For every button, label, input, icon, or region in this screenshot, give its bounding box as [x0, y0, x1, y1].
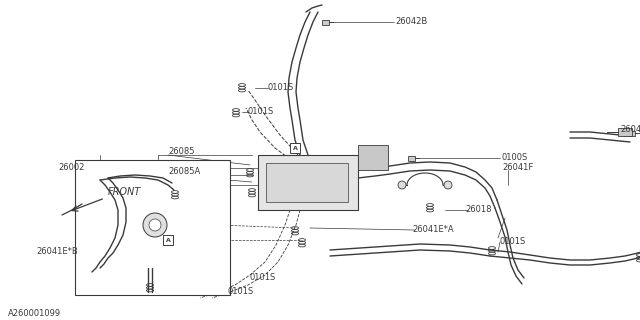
- Bar: [628, 131, 635, 135]
- Bar: [163, 235, 173, 245]
- Text: 26085: 26085: [168, 148, 195, 156]
- Text: 0101S: 0101S: [500, 237, 526, 246]
- Text: 26041E*B: 26041E*B: [36, 247, 77, 257]
- Text: 0101S: 0101S: [268, 84, 294, 92]
- Circle shape: [398, 181, 406, 189]
- Bar: [322, 20, 329, 25]
- Bar: [266, 163, 348, 202]
- Text: 0100S: 0100S: [502, 154, 528, 163]
- Text: 26002: 26002: [58, 164, 84, 172]
- Text: FRONT: FRONT: [108, 187, 141, 197]
- Circle shape: [149, 219, 161, 231]
- Bar: [408, 156, 415, 161]
- Text: 26018: 26018: [465, 205, 492, 214]
- Text: 26042B: 26042B: [620, 125, 640, 134]
- Text: A: A: [292, 146, 298, 150]
- Text: 26042B: 26042B: [395, 18, 428, 27]
- Text: 0101S: 0101S: [250, 274, 276, 283]
- Bar: [618, 128, 632, 136]
- Circle shape: [444, 181, 452, 189]
- Text: A260001099: A260001099: [8, 309, 61, 318]
- Text: 0101S: 0101S: [248, 108, 275, 116]
- Bar: [290, 143, 300, 153]
- Text: 26085A: 26085A: [168, 167, 200, 177]
- Text: 26041E*A: 26041E*A: [412, 226, 454, 235]
- Bar: [258, 155, 358, 210]
- Text: A: A: [166, 237, 170, 243]
- Bar: [75, 160, 230, 295]
- Text: 0101S: 0101S: [228, 287, 254, 297]
- Bar: [358, 145, 388, 170]
- Circle shape: [143, 213, 167, 237]
- Text: 26041F: 26041F: [502, 163, 533, 172]
